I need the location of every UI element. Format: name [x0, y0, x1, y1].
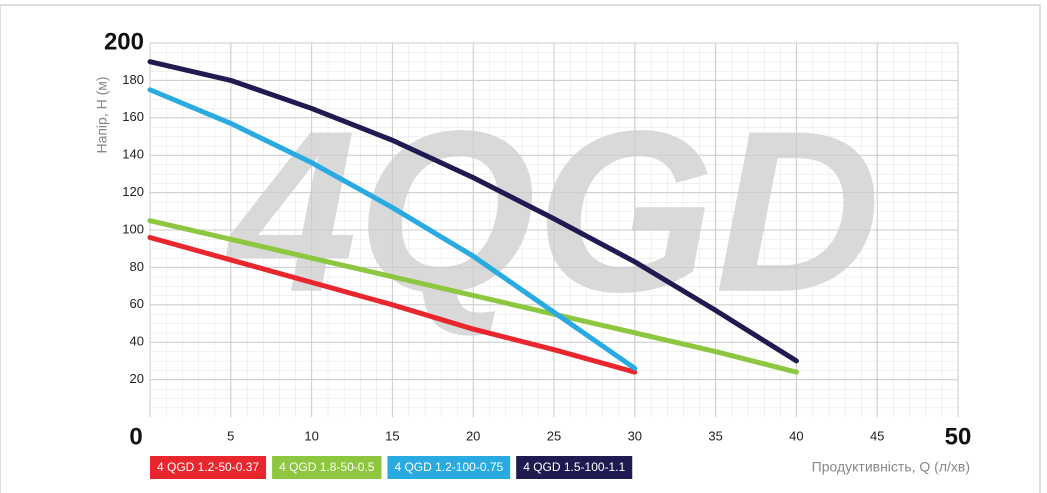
watermark: 4QGD [225, 83, 881, 340]
y-tick-label: 20 [130, 371, 144, 386]
legend-swatch [150, 456, 267, 479]
y-tick-label: 80 [130, 259, 144, 274]
legend-label: 4 QGD 1.2-100-0.75 [394, 460, 503, 474]
x-tick-label: 40 [789, 428, 803, 443]
legend-swatch [516, 456, 633, 479]
x-tick-label: 30 [628, 428, 642, 443]
legend-swatch [387, 456, 511, 479]
legend-item: 4 QGD 1.2-100-0.75 [387, 456, 511, 479]
series-line [147, 234, 638, 375]
x-tick-label: 20 [466, 428, 480, 443]
x-axis-label: Продуктивність, Q (л/хв) [812, 459, 970, 475]
series-line [147, 59, 799, 364]
x-tick-label: 15 [385, 428, 399, 443]
x-tick-label: 0 [129, 423, 142, 450]
x-tick-label: 35 [708, 428, 722, 443]
x-tick-label: 10 [304, 428, 318, 443]
x-tick-label: 45 [870, 428, 884, 443]
legend-label: 4 QGD 1.2-50-0.37 [157, 460, 259, 474]
legend-item: 4 QGD 1.8-50-0.5 [272, 456, 382, 479]
y-tick-label: 100 [122, 221, 144, 236]
legend-swatch [272, 456, 382, 479]
legend-label: 4 QGD 1.8-50-0.5 [279, 460, 375, 474]
y-tick-label: 160 [122, 109, 144, 124]
legend-item: 4 QGD 1.2-50-0.37 [150, 456, 267, 479]
series-line [147, 218, 799, 375]
y-tick-label: 200 [104, 28, 144, 55]
x-tick-label: 25 [547, 428, 561, 443]
y-tick-label: 40 [130, 334, 144, 349]
series-line [147, 87, 638, 371]
y-axis-label: Напір, H (м) [94, 76, 110, 153]
x-tick-label: 5 [227, 428, 234, 443]
y-tick-label: 140 [122, 147, 144, 162]
y-tick-label: 180 [122, 72, 144, 87]
legend-item: 4 QGD 1.5-100-1.1 [516, 456, 633, 479]
frame [0, 4, 1041, 493]
y-tick-label: 60 [130, 296, 144, 311]
x-tick-label: 50 [945, 423, 972, 450]
legend-label: 4 QGD 1.5-100-1.1 [523, 460, 625, 474]
y-tick-label: 120 [122, 184, 144, 199]
